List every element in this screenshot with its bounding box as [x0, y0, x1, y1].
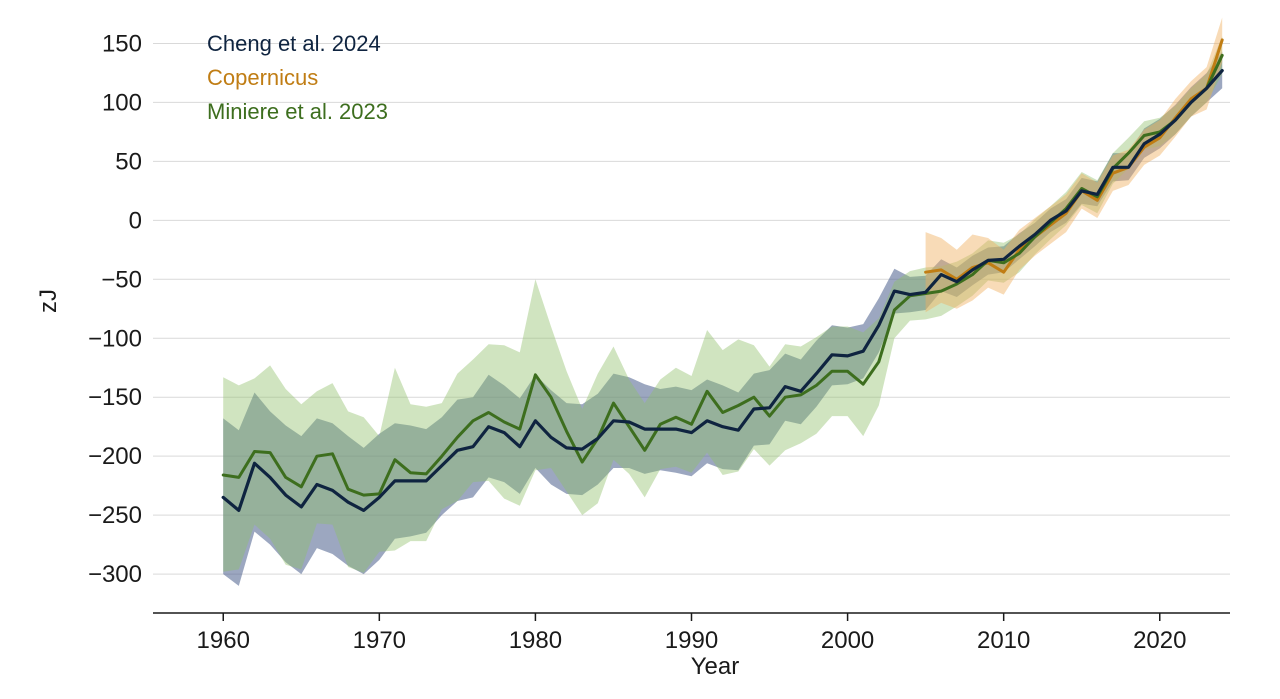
- gridlines: [153, 42, 1230, 575]
- x-tick-label: 2020: [1133, 627, 1186, 654]
- legend-entry-copernicus: Copernicus: [207, 65, 318, 90]
- y-tick-label: −100: [88, 325, 142, 352]
- y-tick-label: 50: [115, 148, 142, 175]
- series-lines: [221, 38, 1224, 512]
- uncertainty-bands: [223, 17, 1223, 586]
- legend-entry-cheng-et-al-2024: Cheng et al. 2024: [207, 31, 381, 56]
- y-tick-label: −50: [101, 266, 142, 293]
- y-axis-title: zJ: [35, 289, 62, 313]
- y-tick-label: −200: [88, 443, 142, 470]
- x-tick-label: 1980: [509, 627, 562, 654]
- x-tick-label: 2010: [977, 627, 1030, 654]
- y-tick-label: −300: [88, 561, 142, 588]
- band-copernicus: [925, 17, 1223, 313]
- axes: 150 100 50 0 −50 −100 −150 −200 −250 −300 1960 1970…: [35, 30, 1230, 680]
- band-miniere-et-al-2023: [223, 36, 1223, 573]
- x-tick-label: 2000: [821, 627, 874, 654]
- band-cheng-et-al-2024: [223, 51, 1223, 586]
- y-tick-label: 100: [102, 89, 142, 116]
- x-tick-label: 1990: [665, 627, 718, 654]
- y-tick-label: 150: [102, 30, 142, 57]
- y-tick-label: −250: [88, 502, 142, 529]
- line-cheng-et-al-2024: [221, 68, 1224, 512]
- x-tick-label: 1960: [197, 627, 250, 654]
- y-tick-label: 0: [129, 207, 142, 234]
- x-axis-title: Year: [691, 653, 740, 680]
- x-tick-label: 1970: [353, 627, 406, 654]
- legend: Cheng et al. 2024 Copernicus Miniere et al…: [207, 31, 388, 124]
- y-tick-label: −150: [88, 384, 142, 411]
- legend-entry-miniere-et-al-2023: Miniere et al. 2023: [207, 99, 388, 124]
